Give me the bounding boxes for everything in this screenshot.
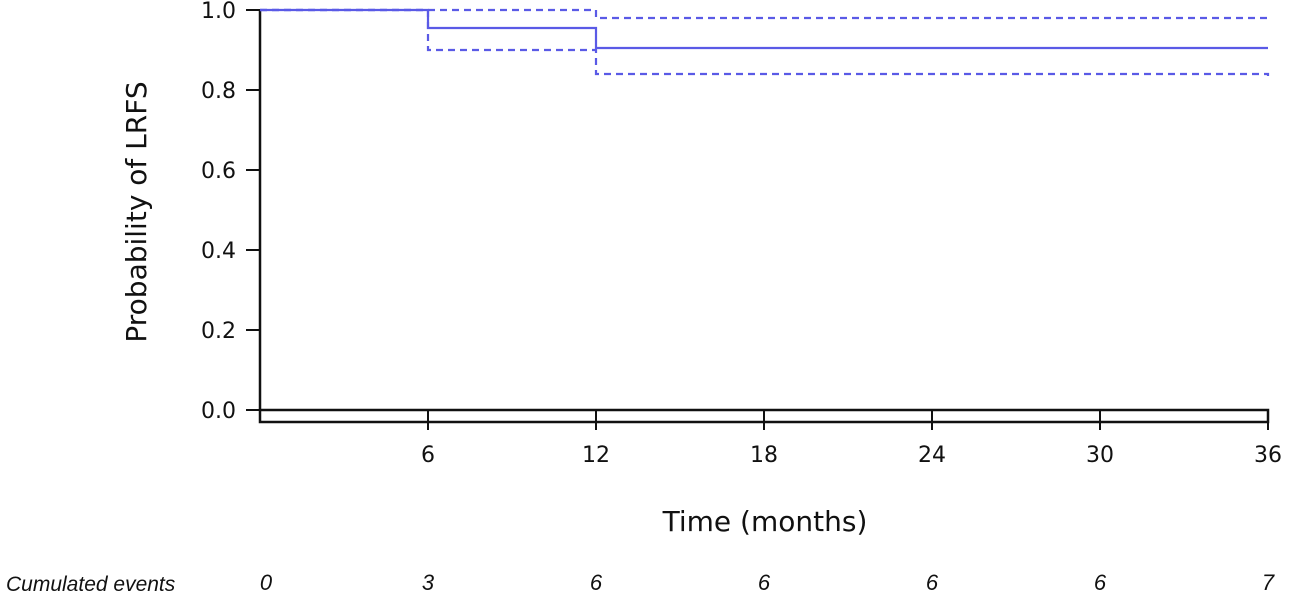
events-value: 6 bbox=[1094, 570, 1107, 595]
y-tick-label: 1.0 bbox=[201, 0, 236, 24]
y-tick-label: 0.6 bbox=[201, 159, 236, 184]
y-tick-label: 0.2 bbox=[201, 319, 236, 344]
x-tick-label: 36 bbox=[1254, 443, 1282, 468]
events-value: 6 bbox=[590, 570, 603, 595]
y-tick-label: 0.8 bbox=[201, 79, 236, 104]
x-tick-label: 24 bbox=[918, 443, 946, 468]
x-tick-label: 12 bbox=[582, 443, 610, 468]
x-tick-label: 30 bbox=[1086, 443, 1114, 468]
lower-ci-line bbox=[260, 8, 1270, 76]
x-tick-label: 6 bbox=[421, 443, 435, 468]
y-tick-label: 0.0 bbox=[201, 399, 236, 424]
x-axis-title: Time (months) bbox=[662, 505, 868, 538]
events-value: 7 bbox=[1262, 570, 1275, 595]
upper-ci-line bbox=[260, 8, 1268, 20]
survival-curves bbox=[260, 8, 1270, 76]
y-axis-title: Probability of LRFS bbox=[120, 81, 153, 342]
y-tick-label: 0.4 bbox=[201, 239, 236, 264]
y-axis: 0.0 0.2 0.4 0.6 0.8 1.0 bbox=[201, 0, 262, 424]
x-axis: 6 12 18 24 30 36 bbox=[258, 408, 1282, 468]
events-value: 0 bbox=[260, 570, 273, 595]
x-tick-label: 18 bbox=[750, 443, 778, 468]
events-table: 0 3 6 6 6 6 7 bbox=[260, 570, 1275, 595]
events-value: 3 bbox=[422, 570, 435, 595]
events-table-label: Cumulated events bbox=[6, 573, 176, 596]
events-value: 6 bbox=[758, 570, 771, 595]
estimate-line bbox=[260, 8, 1268, 50]
events-value: 6 bbox=[926, 570, 939, 595]
